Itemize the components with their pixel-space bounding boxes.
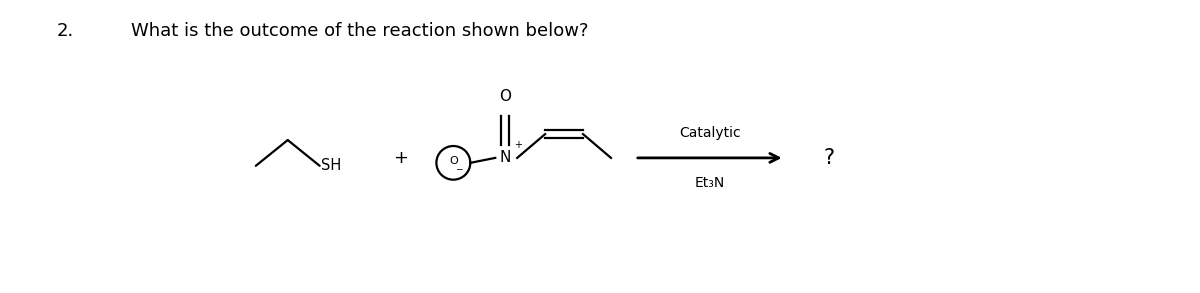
Text: +: +	[514, 140, 522, 150]
Text: Et₃N: Et₃N	[695, 176, 725, 190]
Text: SH: SH	[320, 158, 341, 173]
Text: What is the outcome of the reaction shown below?: What is the outcome of the reaction show…	[131, 22, 588, 40]
Text: O: O	[449, 156, 457, 166]
Text: Catalytic: Catalytic	[679, 126, 740, 140]
Text: +: +	[392, 149, 408, 167]
Text: N: N	[499, 150, 511, 165]
Text: ?: ?	[824, 148, 835, 168]
Text: O: O	[499, 89, 511, 104]
Text: 2.: 2.	[56, 22, 73, 40]
Text: −: −	[455, 164, 462, 173]
